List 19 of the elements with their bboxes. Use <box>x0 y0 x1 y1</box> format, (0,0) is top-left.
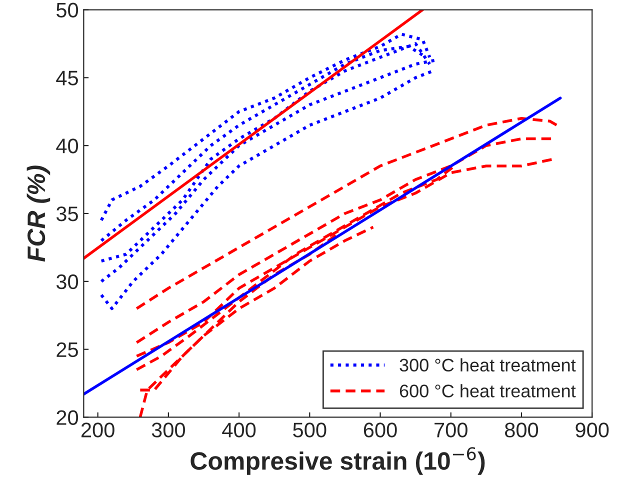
x-tick-label: 700 <box>434 422 468 438</box>
y-tick-label: 35 <box>56 206 78 222</box>
legend-label: 300 °C heat treatment <box>400 358 576 372</box>
x-tick-label: 900 <box>576 422 609 438</box>
y-tick-label: 50 <box>56 2 78 18</box>
x-tick-label: 600 <box>364 422 397 438</box>
x-tick-label: 500 <box>293 422 326 438</box>
y-tick-label: 30 <box>56 274 78 290</box>
y-tick-label: 20 <box>56 410 78 425</box>
x-tick-label: 300 <box>152 422 185 438</box>
x-tick-label: 200 <box>81 422 114 438</box>
y-axis-title: FCR (%) <box>26 166 50 262</box>
legend-label: 600 °C heat treatment <box>400 384 576 398</box>
x-tick-label: 800 <box>505 422 538 438</box>
y-tick-label: 40 <box>56 138 78 154</box>
y-tick-label: 45 <box>56 70 78 86</box>
x-tick-label: 400 <box>222 422 256 438</box>
y-tick-label: 25 <box>56 342 78 358</box>
x-axis-title: Compresive strain (10$^{−6}$) <box>190 447 485 475</box>
